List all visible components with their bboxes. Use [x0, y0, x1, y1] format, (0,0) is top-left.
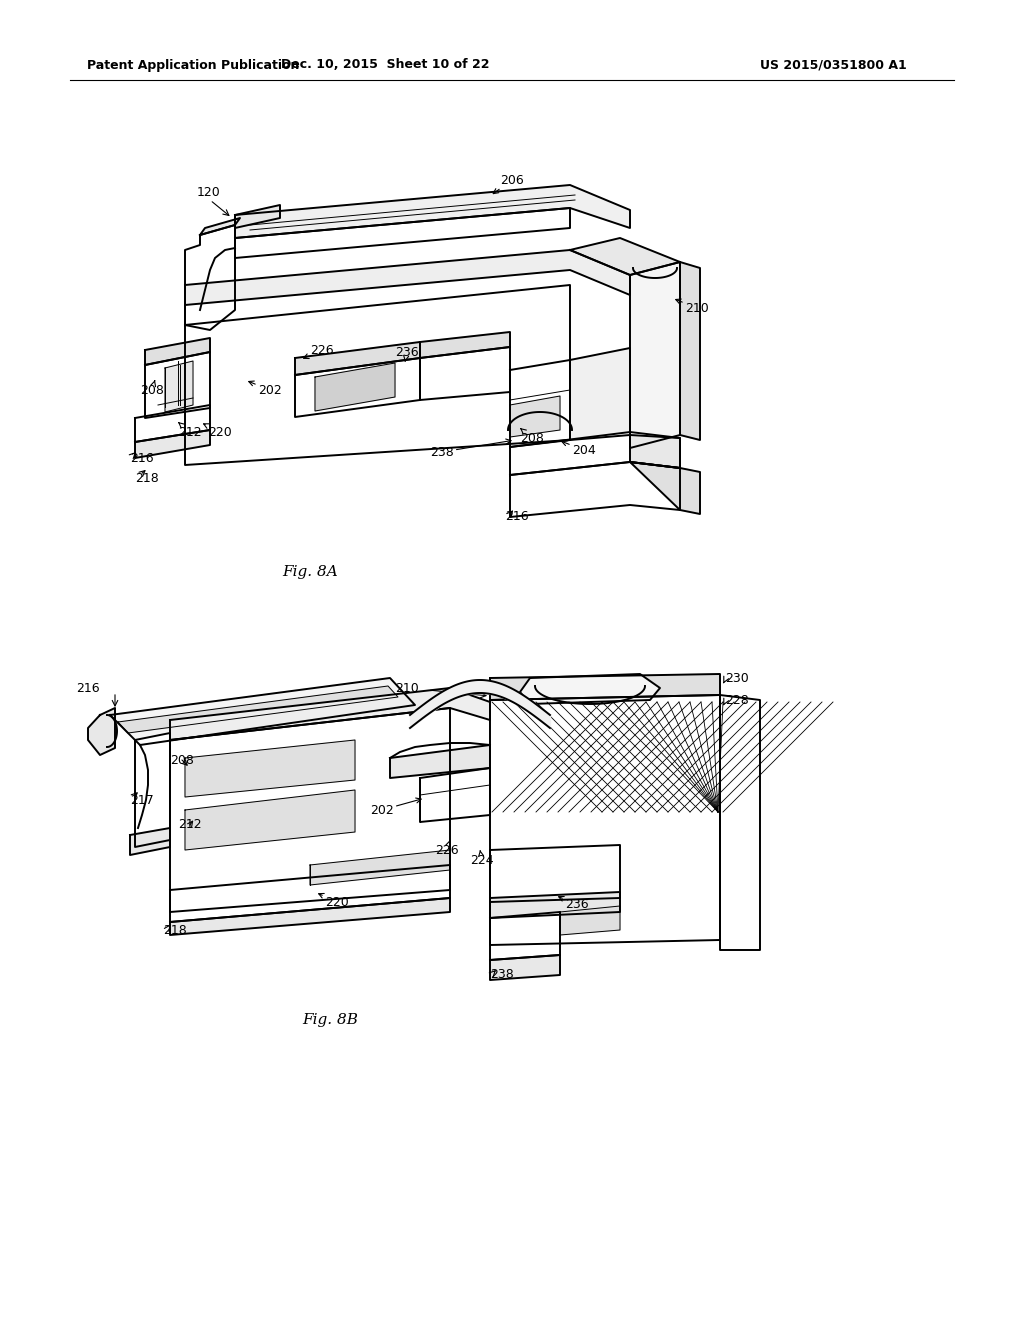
Polygon shape: [145, 338, 210, 366]
Text: Fig. 8B: Fig. 8B: [302, 1012, 358, 1027]
Polygon shape: [165, 360, 193, 412]
Polygon shape: [295, 358, 420, 417]
Text: 216: 216: [130, 451, 154, 465]
Text: 212: 212: [178, 818, 202, 832]
Text: 228: 228: [725, 693, 749, 706]
Polygon shape: [510, 462, 680, 517]
Text: 217: 217: [130, 793, 154, 807]
Polygon shape: [560, 906, 620, 935]
Text: 218: 218: [163, 924, 186, 936]
Polygon shape: [510, 396, 560, 437]
Text: 216: 216: [77, 681, 100, 694]
Polygon shape: [630, 436, 680, 469]
Polygon shape: [490, 892, 620, 917]
Text: 202: 202: [249, 381, 282, 396]
Polygon shape: [234, 205, 280, 228]
Polygon shape: [234, 185, 630, 238]
Polygon shape: [135, 405, 210, 442]
Text: Patent Application Publication: Patent Application Publication: [87, 58, 299, 71]
Polygon shape: [420, 768, 490, 822]
Text: 208: 208: [520, 429, 544, 445]
Polygon shape: [110, 678, 415, 744]
Text: 220: 220: [318, 894, 349, 908]
Text: 210: 210: [395, 681, 419, 694]
Text: 230: 230: [725, 672, 749, 685]
Text: 212: 212: [178, 422, 202, 438]
Text: 226: 226: [435, 841, 459, 857]
Polygon shape: [130, 828, 170, 855]
Polygon shape: [315, 363, 395, 411]
Polygon shape: [135, 430, 210, 458]
Polygon shape: [680, 261, 700, 440]
Polygon shape: [234, 209, 570, 257]
Polygon shape: [170, 708, 450, 912]
Polygon shape: [118, 686, 398, 733]
Polygon shape: [295, 342, 420, 375]
Text: 210: 210: [676, 300, 709, 314]
Polygon shape: [185, 249, 630, 305]
Polygon shape: [170, 865, 450, 921]
Text: 238: 238: [490, 969, 514, 982]
Polygon shape: [570, 348, 630, 440]
Polygon shape: [490, 845, 620, 902]
Polygon shape: [135, 733, 170, 847]
Polygon shape: [420, 333, 510, 358]
Polygon shape: [88, 708, 115, 755]
Polygon shape: [200, 218, 240, 235]
Text: Fig. 8A: Fig. 8A: [283, 565, 338, 579]
Text: 224: 224: [470, 850, 494, 866]
Polygon shape: [170, 898, 450, 935]
Polygon shape: [420, 347, 510, 400]
Text: 208: 208: [140, 380, 164, 396]
Polygon shape: [390, 744, 490, 777]
Polygon shape: [145, 352, 210, 418]
Text: 218: 218: [135, 471, 159, 484]
Polygon shape: [490, 696, 720, 945]
Polygon shape: [630, 462, 700, 513]
Text: 204: 204: [562, 441, 596, 457]
Text: 120: 120: [197, 186, 221, 198]
Text: US 2015/0351800 A1: US 2015/0351800 A1: [760, 58, 906, 71]
Polygon shape: [490, 675, 720, 700]
Polygon shape: [490, 912, 560, 960]
Polygon shape: [570, 238, 680, 275]
Polygon shape: [720, 696, 760, 950]
Polygon shape: [185, 741, 355, 797]
Polygon shape: [185, 789, 355, 850]
Polygon shape: [520, 675, 660, 704]
Text: 220: 220: [204, 424, 231, 438]
Polygon shape: [185, 285, 570, 465]
Text: 226: 226: [304, 343, 334, 359]
Text: 238: 238: [430, 440, 511, 458]
Polygon shape: [510, 432, 680, 475]
Text: 208: 208: [170, 754, 194, 767]
Text: 202: 202: [370, 799, 421, 817]
Text: 236: 236: [559, 896, 589, 912]
Text: Dec. 10, 2015  Sheet 10 of 22: Dec. 10, 2015 Sheet 10 of 22: [281, 58, 489, 71]
Text: 216: 216: [505, 510, 528, 523]
Polygon shape: [310, 850, 450, 884]
Polygon shape: [170, 688, 490, 741]
Text: 236: 236: [395, 346, 419, 362]
Polygon shape: [490, 954, 560, 979]
Text: 206: 206: [494, 173, 523, 194]
Polygon shape: [185, 224, 234, 330]
Polygon shape: [510, 360, 570, 447]
Polygon shape: [630, 261, 680, 447]
